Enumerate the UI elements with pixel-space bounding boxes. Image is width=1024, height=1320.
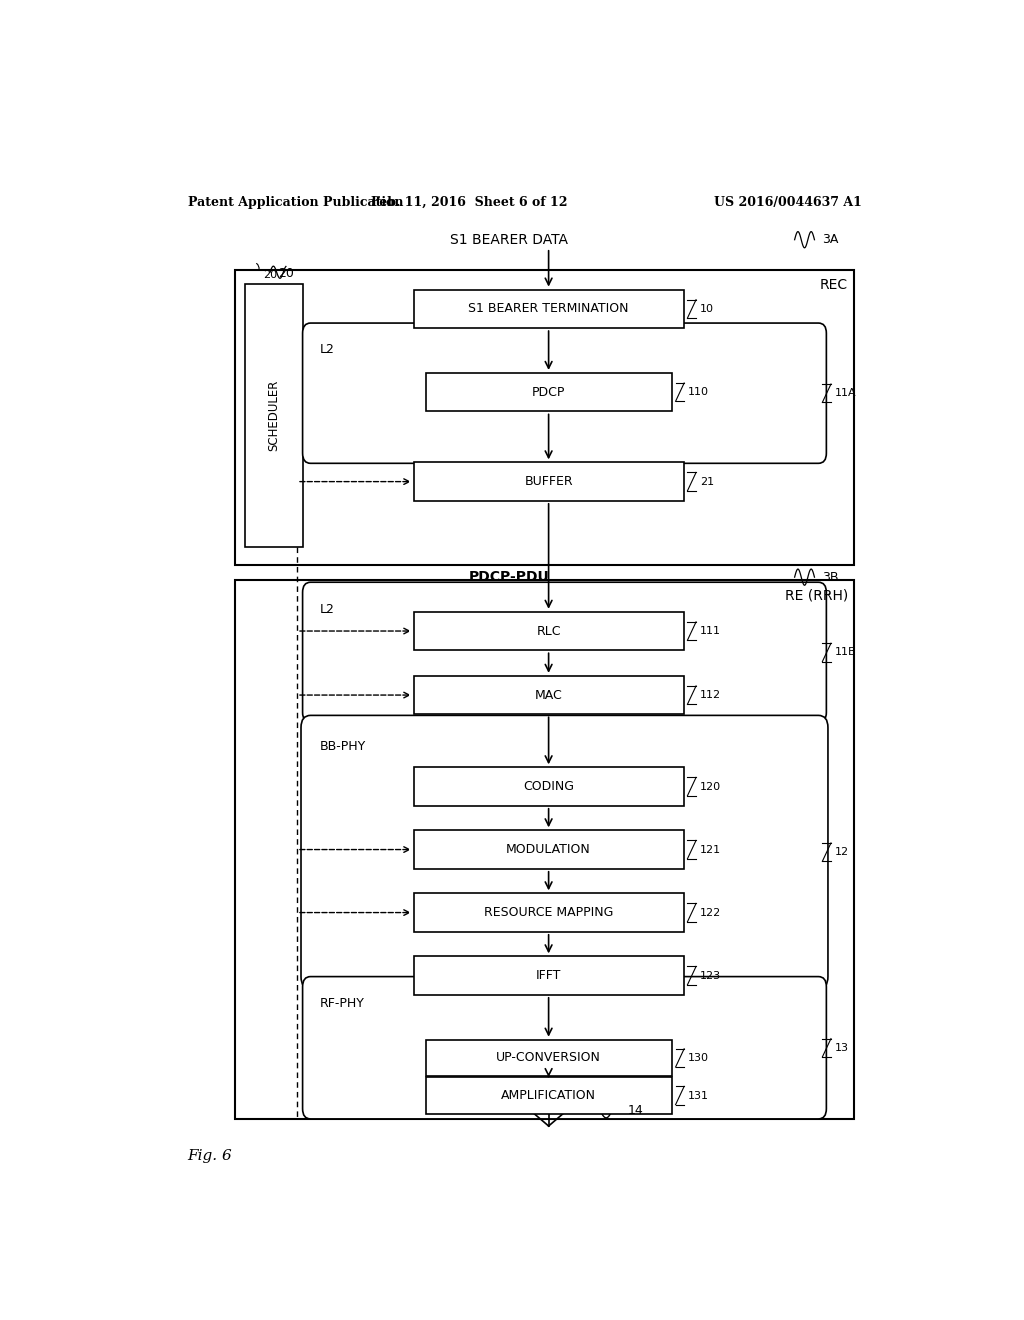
Text: PDCP: PDCP	[531, 385, 565, 399]
Text: 130: 130	[688, 1053, 710, 1063]
Text: 20: 20	[263, 271, 278, 280]
Text: 121: 121	[700, 845, 721, 854]
Text: AMPLIFICATION: AMPLIFICATION	[501, 1089, 596, 1102]
Bar	[236, 271, 854, 565]
Text: PDCP-PDU: PDCP-PDU	[469, 570, 549, 585]
Text: S1 BEARER TERMINATION: S1 BEARER TERMINATION	[468, 302, 629, 315]
Text: 122: 122	[700, 908, 721, 917]
Text: 13: 13	[835, 1043, 849, 1053]
Text: REC: REC	[819, 279, 848, 292]
Text: 110: 110	[688, 387, 710, 397]
Text: RESOURCE MAPPING: RESOURCE MAPPING	[484, 906, 613, 919]
Text: Fig. 6: Fig. 6	[187, 1148, 232, 1163]
Text: MAC: MAC	[535, 689, 562, 701]
Text: 21: 21	[700, 477, 714, 487]
Bar	[414, 611, 684, 651]
Bar	[236, 581, 854, 1119]
Bar	[414, 462, 684, 500]
Text: 11A: 11A	[835, 388, 856, 399]
Text: 120: 120	[700, 781, 721, 792]
Text: SCHEDULER: SCHEDULER	[267, 380, 281, 451]
Text: 20: 20	[278, 268, 294, 280]
Bar	[414, 289, 684, 329]
Bar	[246, 284, 303, 546]
Text: BUFFER: BUFFER	[524, 475, 572, 488]
Bar	[426, 1077, 672, 1114]
Text: L2: L2	[321, 602, 335, 615]
Text: 3B: 3B	[822, 570, 839, 583]
Text: IFFT: IFFT	[536, 969, 561, 982]
Text: 12: 12	[835, 847, 849, 857]
Bar	[414, 894, 684, 932]
Text: S1 BEARER DATA: S1 BEARER DATA	[450, 232, 568, 247]
Bar	[414, 676, 684, 714]
Text: 10: 10	[700, 304, 714, 314]
FancyBboxPatch shape	[303, 977, 826, 1119]
Text: BB-PHY: BB-PHY	[321, 739, 367, 752]
Bar	[414, 956, 684, 995]
Bar	[426, 1040, 672, 1076]
Text: CODING: CODING	[523, 780, 574, 793]
Text: 3A: 3A	[822, 234, 839, 247]
Text: Patent Application Publication: Patent Application Publication	[187, 195, 403, 209]
Text: RF-PHY: RF-PHY	[321, 997, 365, 1010]
Bar	[414, 830, 684, 869]
Text: 11B: 11B	[835, 647, 856, 657]
Text: 131: 131	[688, 1090, 710, 1101]
Text: 123: 123	[700, 970, 721, 981]
Text: L2: L2	[321, 343, 335, 356]
Text: US 2016/0044637 A1: US 2016/0044637 A1	[714, 195, 862, 209]
Text: RE (RRH): RE (RRH)	[784, 589, 848, 602]
FancyBboxPatch shape	[301, 715, 828, 989]
Text: 111: 111	[700, 626, 721, 636]
FancyBboxPatch shape	[303, 582, 826, 722]
Text: RLC: RLC	[537, 624, 561, 638]
Text: MODULATION: MODULATION	[506, 843, 591, 857]
Text: 112: 112	[700, 690, 721, 700]
FancyBboxPatch shape	[303, 323, 826, 463]
Text: UP-CONVERSION: UP-CONVERSION	[497, 1052, 601, 1064]
Text: Feb. 11, 2016  Sheet 6 of 12: Feb. 11, 2016 Sheet 6 of 12	[371, 195, 567, 209]
Bar	[426, 372, 672, 412]
Text: 14: 14	[628, 1105, 644, 1117]
Bar	[414, 767, 684, 805]
